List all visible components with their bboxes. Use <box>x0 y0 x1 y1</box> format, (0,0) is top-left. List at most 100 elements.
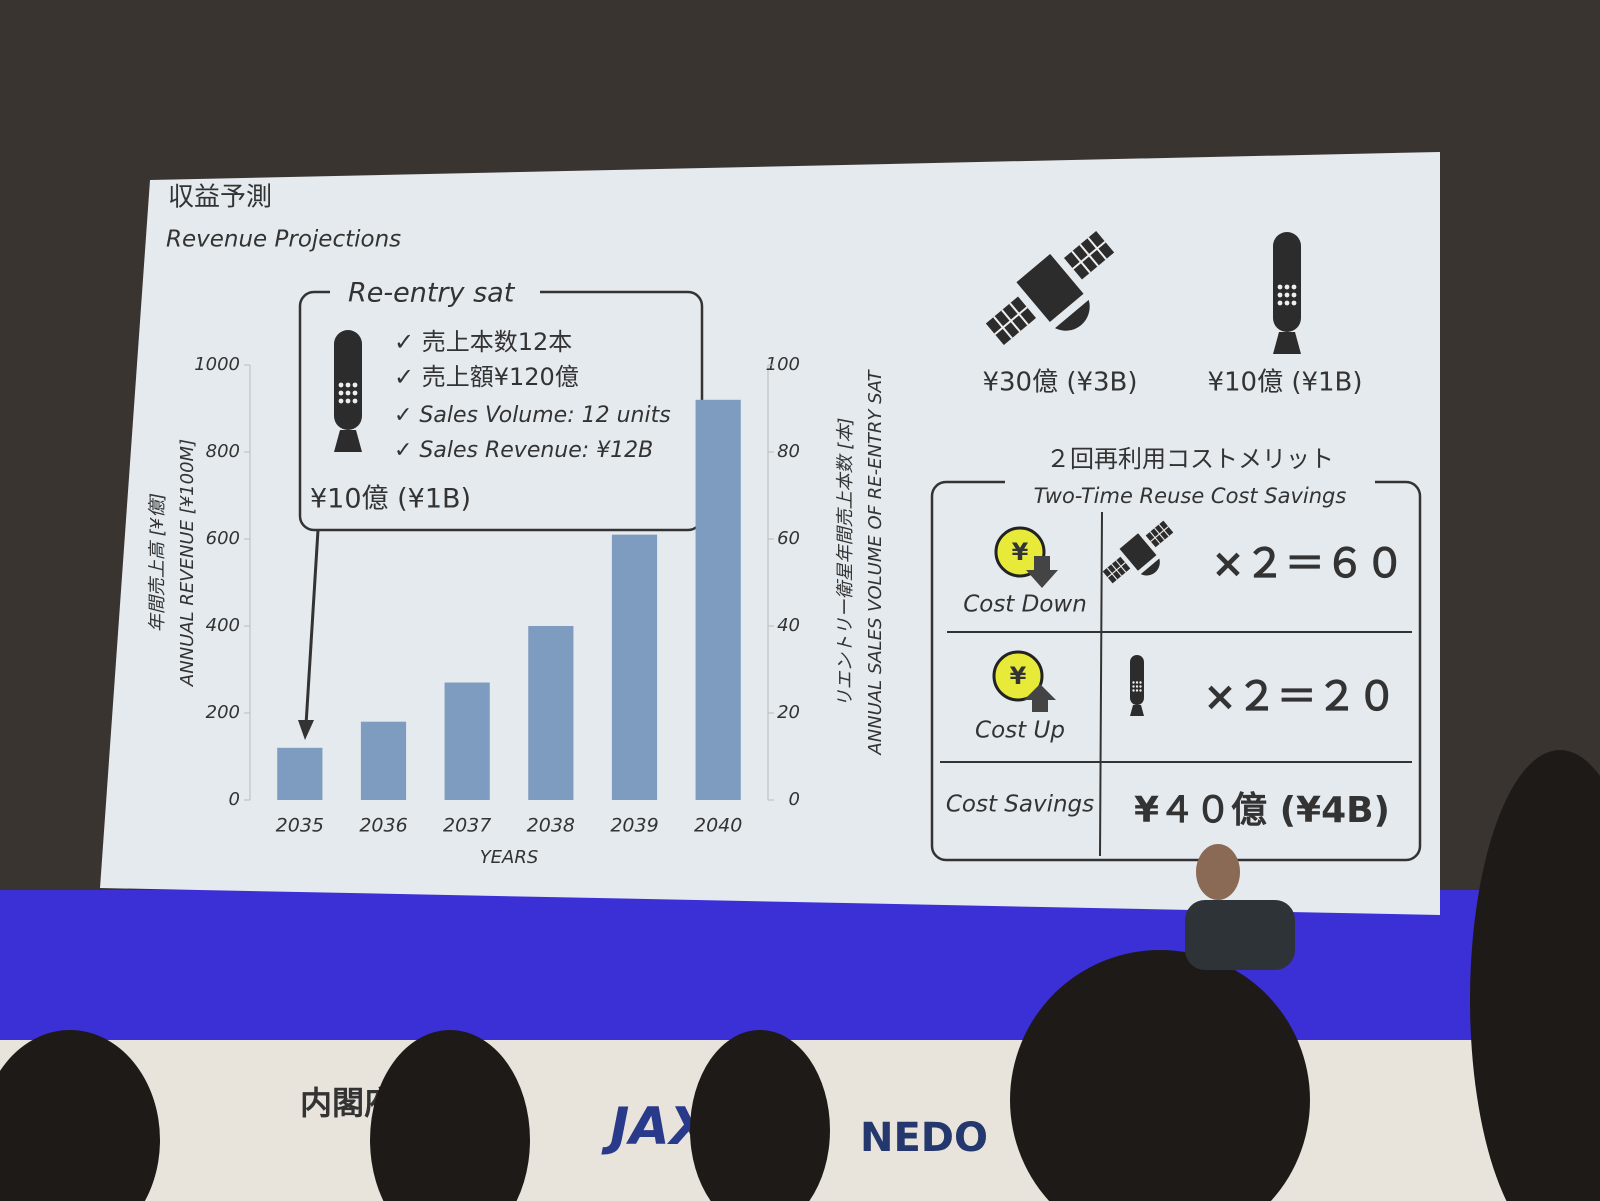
savings-gap <box>1005 470 1375 494</box>
audience <box>370 1030 530 1201</box>
y2-axis-label: ANNUAL SALES VOLUME OF RE-ENTRY SAT <box>865 368 886 755</box>
y-tick-label: 400 <box>206 615 240 636</box>
y-axis-label: 年間売上高 [¥億] <box>147 493 168 632</box>
y2-tick-label: 0 <box>789 789 800 810</box>
audience <box>1010 950 1310 1201</box>
rocket-dot <box>1277 284 1283 290</box>
bar <box>528 626 574 800</box>
rocket-dot <box>1135 689 1139 692</box>
rocket-body <box>1273 232 1301 332</box>
row-value: ¥４０億 (¥4B) <box>1134 790 1390 831</box>
rocket-dot <box>1135 685 1139 688</box>
bar <box>695 399 741 800</box>
x-tick-label: 2038 <box>527 815 575 837</box>
table-line <box>1099 511 1103 857</box>
bar <box>444 682 490 800</box>
stage-band <box>0 890 1600 1040</box>
rocket-dot <box>352 390 358 396</box>
callout-arrow <box>304 529 320 726</box>
coin <box>994 526 1046 578</box>
coin <box>992 650 1044 702</box>
rocket-dot <box>338 382 344 388</box>
audience <box>0 1030 160 1201</box>
rocket-dot <box>345 398 351 404</box>
slide-title: 収益予測 <box>168 183 272 213</box>
rocket-dot <box>1291 292 1297 298</box>
rocket-dot <box>1284 292 1290 298</box>
satellite-body <box>1119 533 1157 571</box>
row-label: Cost Up <box>975 718 1065 744</box>
rocket-dot <box>345 390 351 396</box>
price-label: ¥30億 (¥3B) <box>982 368 1137 398</box>
satellite-dish <box>1055 299 1090 331</box>
bar <box>611 534 658 800</box>
presenter <box>1185 900 1295 970</box>
rocket-body <box>334 330 362 430</box>
rocket-dot <box>1139 685 1142 688</box>
row-label: Cost Savings <box>946 792 1094 818</box>
bar <box>360 721 407 800</box>
rocket-dot <box>1291 300 1297 306</box>
rocket-nozzle <box>334 430 362 452</box>
rocket-nozzle <box>1130 705 1144 716</box>
y2-tick-label: 40 <box>777 615 800 636</box>
callout-item: ✓ Sales Revenue: ¥12B <box>394 438 653 463</box>
rocket-dot <box>1277 300 1283 306</box>
coin-arrow <box>1024 684 1056 712</box>
audience <box>1470 750 1600 1201</box>
rocket-dot <box>1139 681 1142 684</box>
rocket-icon <box>1130 655 1144 716</box>
savings-subtitle: Two-Time Reuse Cost Savings <box>1034 484 1347 508</box>
arrow-head <box>298 720 314 740</box>
row-label: Cost Down <box>963 592 1087 618</box>
slide-subtitle: Revenue Projections <box>166 227 401 253</box>
rocket-dot <box>1132 681 1135 684</box>
rocket-dot <box>1135 681 1139 684</box>
price-label: ¥10億 (¥1B) <box>1207 368 1362 398</box>
coin-arrow <box>1026 556 1058 588</box>
bar <box>277 747 323 800</box>
satellite-icon <box>1102 520 1174 584</box>
y2-axis-label: リエントリー衛星年間売上本数 [本] <box>835 418 856 708</box>
rocket-dot <box>1132 685 1135 688</box>
callout-title: Re-entry sat <box>348 278 516 309</box>
y2-tick-label: 80 <box>777 441 800 462</box>
x-tick-label: 2036 <box>359 815 407 837</box>
y-axis-label: ANNUAL REVENUE [¥100M] <box>177 439 198 687</box>
rocket-icon <box>1273 232 1301 354</box>
row-value: ×２＝２０ <box>1203 674 1397 720</box>
rocket-dot <box>352 382 358 388</box>
rocket-dot <box>338 390 344 396</box>
x-tick-label: 2035 <box>276 815 324 837</box>
panel-line <box>994 306 1028 336</box>
callout-price: ¥10億 (¥1B) <box>310 484 471 515</box>
y-tick-label: 600 <box>206 528 240 549</box>
callout-item: ✓ 売上本数12本 <box>394 328 572 356</box>
coin-symbol: ¥ <box>1012 538 1029 566</box>
rocket-dot <box>1277 292 1283 298</box>
row-value: ×２＝６０ <box>1211 541 1405 587</box>
rocket-dot <box>1139 689 1142 692</box>
y2-tick-label: 20 <box>777 702 800 723</box>
rocket-nozzle <box>1273 332 1301 354</box>
rocket-icon <box>334 330 362 452</box>
rocket-dot <box>1291 284 1297 290</box>
y2-tick-label: 60 <box>777 528 800 549</box>
panel-line <box>1107 562 1126 578</box>
callout-item: ✓ Sales Volume: 12 units <box>394 403 671 428</box>
savings-title: ２回再利用コストメリット <box>1046 445 1334 473</box>
rocket-dot <box>345 382 351 388</box>
y-tick-label: 800 <box>206 441 240 462</box>
x-tick-label: 2040 <box>694 815 742 837</box>
rocket-dot <box>352 398 358 404</box>
satellite-dish <box>1140 558 1160 576</box>
y-tick-label: 200 <box>206 702 240 723</box>
y2-tick-label: 100 <box>766 354 800 375</box>
panel-line <box>1072 240 1106 270</box>
rocket-dot <box>1132 689 1135 692</box>
y-tick-label: 0 <box>229 789 240 810</box>
panel-line <box>1150 526 1169 542</box>
slide <box>100 152 1440 915</box>
coin-symbol: ¥ <box>1010 662 1027 690</box>
